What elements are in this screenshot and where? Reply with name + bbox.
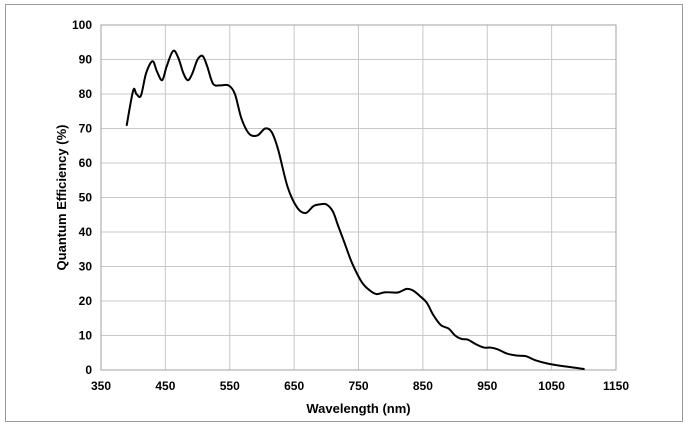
x-axis-ticks: 350 450 550 650 750 850 950 1050 1150 [91,379,629,393]
y-tick-label: 20 [79,294,93,308]
x-tick-label: 1050 [538,379,565,393]
x-tick-label: 350 [91,379,111,393]
x-tick-label: 650 [284,379,304,393]
y-tick-label: 90 [79,53,93,67]
x-tick-label: 850 [413,379,433,393]
x-tick-label: 1150 [603,379,629,393]
x-tick-label: 950 [477,379,497,393]
series-line-quantum-efficiency [125,49,585,370]
y-tick-label: 50 [79,191,93,205]
y-tick-label: 10 [79,329,93,343]
y-tick-label: 40 [79,225,93,239]
chart-frame [5,4,683,422]
x-tick-label: 550 [220,379,240,393]
y-tick-label: 30 [79,260,93,274]
y-tick-label: 100 [72,18,92,32]
y-tick-label: 80 [79,87,93,101]
x-axis-label: Wavelength (nm) [306,401,410,416]
y-tick-label: 60 [79,156,93,170]
y-tick-label: 0 [85,363,92,377]
x-tick-label: 450 [155,379,175,393]
x-tick-label: 750 [348,379,368,393]
y-axis-label: Quantum Efficiency (%) [54,125,69,271]
plot-area-border [100,24,617,371]
y-tick-label: 70 [79,122,93,136]
grid [100,24,617,371]
y-axis-ticks: 0 10 20 30 40 50 60 70 80 90 100 [72,18,92,377]
